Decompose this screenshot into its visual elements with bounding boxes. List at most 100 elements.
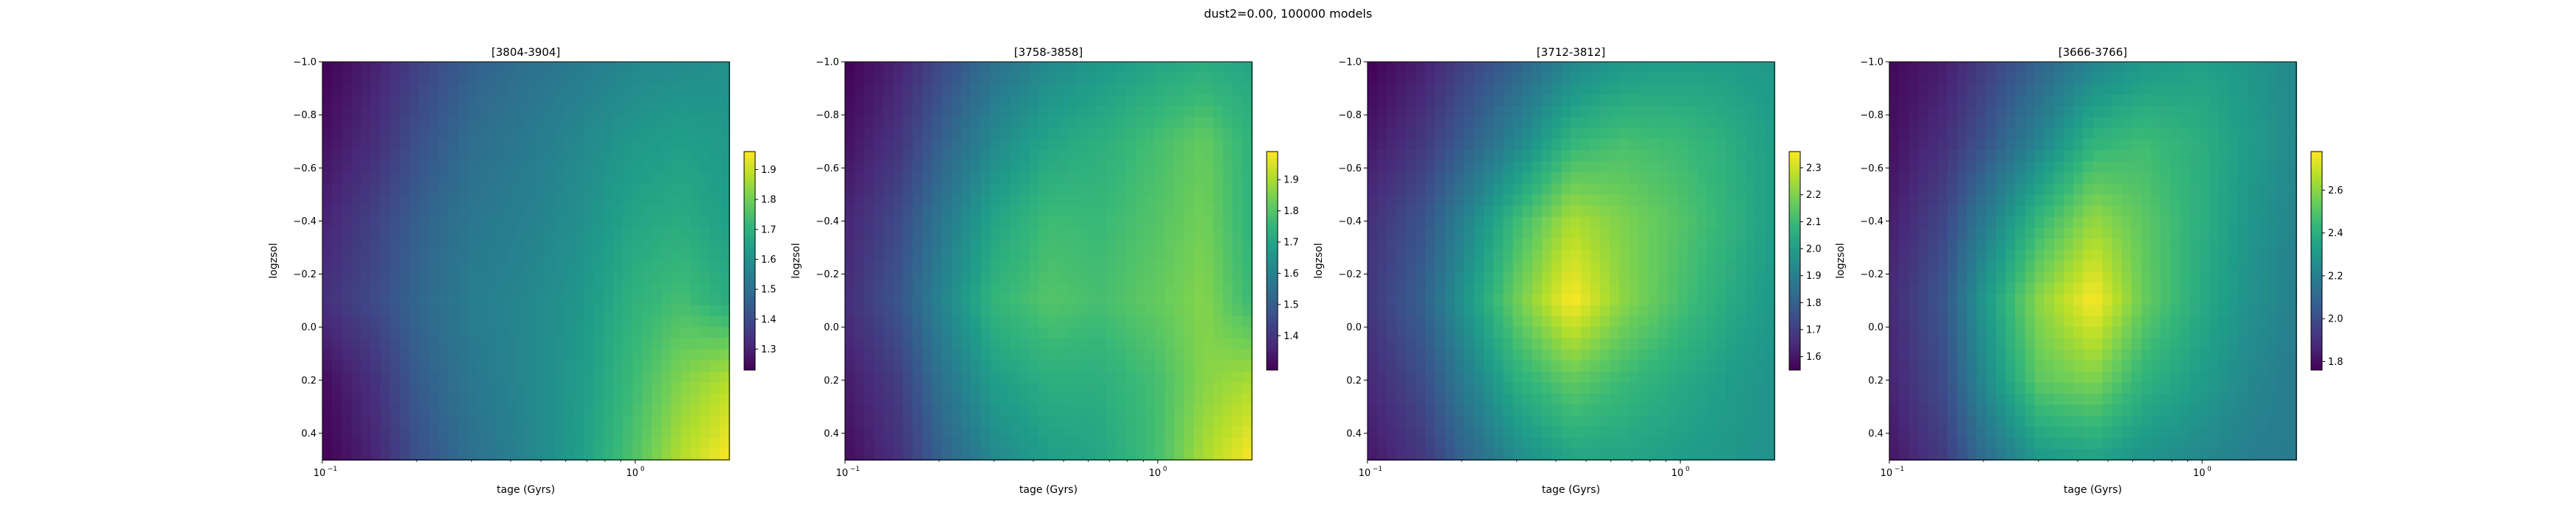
heatmap-cell: [1512, 327, 1524, 339]
heatmap-cell: [1908, 84, 1919, 96]
heatmap-cell: [999, 283, 1011, 295]
heatmap-cell: [642, 371, 653, 383]
heatmap-cell: [565, 95, 576, 107]
heatmap-cell: [671, 95, 682, 107]
heatmap-cell: [1542, 183, 1552, 196]
heatmap-cell: [961, 316, 972, 328]
heatmap-cell: [623, 128, 634, 140]
heatmap-cell: [593, 183, 604, 196]
heatmap-cell: [603, 305, 614, 317]
heatmap-cell: [1164, 426, 1175, 438]
heatmap-cell: [845, 294, 855, 306]
heatmap-cell: [1658, 404, 1669, 416]
heatmap-cell: [390, 283, 401, 295]
heatmap-cell: [574, 117, 585, 129]
heatmap-cell: [951, 150, 962, 163]
heatmap-cell: [1377, 382, 1388, 394]
heatmap-cell: [1164, 249, 1175, 262]
heatmap-cell: [1048, 371, 1059, 383]
colorbar-segment: [1267, 267, 1278, 272]
colorbar-segment: [744, 277, 755, 282]
heatmap-cell: [448, 205, 459, 218]
heatmap-cell: [1716, 393, 1727, 405]
heatmap-cell: [409, 139, 420, 152]
heatmap-cell: [1503, 249, 1514, 262]
heatmap-cell: [642, 128, 653, 140]
heatmap-cell: [1464, 139, 1475, 152]
heatmap-cell: [506, 249, 517, 262]
heatmap-cell: [1232, 360, 1243, 372]
heatmap-cell: [1194, 128, 1204, 140]
heatmap-cell: [458, 404, 469, 416]
heatmap-cell: [671, 183, 682, 196]
heatmap-cell: [613, 84, 623, 96]
heatmap-cell: [1561, 305, 1572, 317]
heatmap-cell: [342, 404, 353, 416]
heatmap-cell: [1629, 338, 1640, 350]
heatmap-cell: [555, 249, 565, 262]
heatmap-cell: [681, 106, 692, 118]
heatmap-cell: [1619, 271, 1630, 284]
heatmap-cell: [1097, 360, 1108, 372]
heatmap-cell: [1764, 371, 1775, 383]
heatmap-cell: [719, 249, 730, 262]
heatmap-cell: [497, 128, 507, 140]
heatmap-cell: [1367, 84, 1378, 96]
heatmap-cell: [642, 172, 653, 185]
heatmap-cell: [1658, 271, 1669, 284]
heatmap-cell: [661, 382, 672, 394]
heatmap-cell: [1716, 360, 1727, 372]
heatmap-cell: [1706, 415, 1717, 427]
heatmap-cell: [506, 448, 517, 461]
heatmap-cell: [603, 349, 614, 361]
colorbar-segment: [744, 206, 755, 210]
heatmap-cell: [854, 128, 866, 140]
heatmap-cell: [661, 404, 672, 416]
colorbar-segment: [744, 152, 755, 156]
heatmap-cell: [922, 128, 933, 140]
heatmap-cell: [342, 216, 353, 229]
heatmap-cell: [516, 271, 527, 284]
heatmap-cell: [1038, 437, 1050, 450]
x-tick-exponent: 0: [640, 466, 645, 473]
heatmap-cell: [941, 260, 952, 273]
heatmap-cell: [1696, 139, 1708, 152]
heatmap-cell: [999, 393, 1011, 405]
heatmap-cell: [1009, 294, 1020, 306]
heatmap-cell: [1542, 404, 1552, 416]
heatmap-cell: [1194, 271, 1204, 284]
heatmap-cell: [361, 283, 372, 295]
heatmap-cell: [1493, 260, 1504, 273]
heatmap-cell: [1600, 283, 1610, 295]
heatmap-cell: [1019, 305, 1030, 317]
heatmap-cell: [1435, 73, 1446, 85]
heatmap-cell: [458, 260, 469, 273]
heatmap-cell: [1668, 62, 1679, 74]
heatmap-cell: [951, 106, 962, 118]
heatmap-cell: [854, 161, 866, 174]
heatmap-cell: [1125, 117, 1136, 129]
heatmap-cell: [1203, 283, 1214, 295]
heatmap-cell: [1561, 62, 1572, 74]
heatmap-cell: [1590, 172, 1601, 185]
heatmap-cell: [1038, 249, 1050, 262]
heatmap-cell: [1367, 150, 1378, 163]
heatmap-cell: [1125, 316, 1136, 328]
heatmap-cell: [1213, 338, 1224, 350]
heatmap-cell: [864, 294, 875, 306]
heatmap-cell: [1512, 316, 1524, 328]
heatmap-cell: [1396, 161, 1407, 174]
heatmap-cell: [1928, 84, 1939, 96]
heatmap-cell: [526, 161, 537, 174]
heatmap-cell: [1435, 415, 1446, 427]
heatmap-cell: [1426, 327, 1436, 339]
heatmap-cell: [932, 106, 943, 118]
heatmap-cell: [1512, 260, 1524, 273]
heatmap-cell: [1542, 338, 1552, 350]
heatmap-cell: [2034, 62, 2045, 74]
heatmap-cell: [1116, 84, 1127, 96]
heatmap-cell: [864, 84, 875, 96]
heatmap-cell: [623, 238, 634, 251]
heatmap-cell: [1658, 338, 1669, 350]
heatmap-cell: [642, 161, 653, 174]
